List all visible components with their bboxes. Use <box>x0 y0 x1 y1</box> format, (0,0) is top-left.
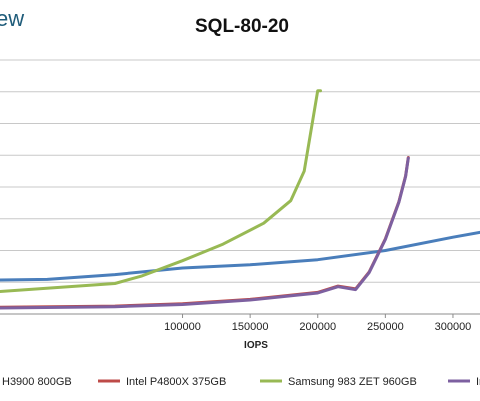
legend-label: H3900 800GB <box>2 376 72 388</box>
x-tick-label: 300000 <box>435 321 472 333</box>
x-tick-label: 200000 <box>299 321 336 333</box>
legend-label: Intel P4800X 375GB <box>126 376 226 388</box>
series-line <box>0 156 410 309</box>
x-tick-label: 100000 <box>164 321 201 333</box>
x-axis-label: IOPS <box>244 340 268 351</box>
chart-title: SQL-80-20 <box>195 16 289 37</box>
legend-label: Intel P4800X <box>476 376 480 388</box>
series-line <box>0 230 480 282</box>
x-tick-label: 150000 <box>232 321 269 333</box>
logo-text-fragment: ew <box>0 6 24 31</box>
x-tick-label: 250000 <box>367 321 404 333</box>
series-line <box>0 156 410 310</box>
series-line <box>0 89 322 293</box>
legend-label: Samsung 983 ZET 960GB <box>288 376 417 388</box>
x-axis-ticks: 100000 150000 200000 250000 300000 <box>164 314 471 333</box>
gridlines <box>0 59 480 315</box>
series-lines <box>0 89 480 310</box>
legend: H3900 800GB Intel P4800X 375GB Samsung 983… <box>2 376 480 388</box>
